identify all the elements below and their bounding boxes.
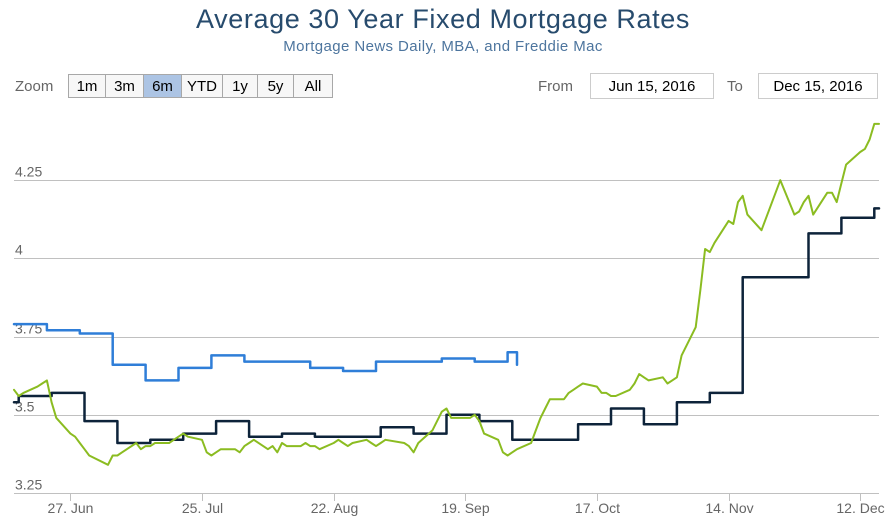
x-tick-label: 14. Nov xyxy=(705,500,753,516)
y-tick-label: 3.25 xyxy=(15,477,42,493)
x-tick-label: 27. Jun xyxy=(48,500,94,516)
series-line-2 xyxy=(12,207,881,445)
zoom-button-1y[interactable]: 1y xyxy=(222,74,258,98)
zoom-button-group: 1m 3m 6m YTD 1y 5y All xyxy=(68,74,333,98)
x-tick-label: 17. Oct xyxy=(575,500,620,516)
x-tick-label: 22. Aug xyxy=(311,500,359,516)
from-label: From xyxy=(538,78,573,95)
zoom-button-5y[interactable]: 5y xyxy=(257,74,294,98)
y-tick-label: 4.25 xyxy=(15,164,42,180)
zoom-label: Zoom xyxy=(15,78,54,95)
x-tick-label: 25. Jul xyxy=(182,500,223,516)
from-date-input[interactable]: Jun 15, 2016 xyxy=(590,73,714,99)
chart-subtitle: Mortgage News Daily, MBA, and Freddie Ma… xyxy=(283,38,603,55)
chart-title: Average 30 Year Fixed Mortgage Rates xyxy=(196,4,690,34)
zoom-button-ytd[interactable]: YTD xyxy=(181,74,223,98)
series-line-1 xyxy=(12,322,519,382)
to-label: To xyxy=(727,78,743,95)
series-line-3 xyxy=(13,122,880,466)
zoom-button-all[interactable]: All xyxy=(293,74,333,98)
y-tick-label: 4 xyxy=(15,242,23,258)
zoom-button-3m[interactable]: 3m xyxy=(105,74,144,98)
zoom-button-1m[interactable]: 1m xyxy=(68,74,106,98)
x-tick-label: 12. Dec xyxy=(836,500,884,516)
to-date-input[interactable]: Dec 15, 2016 xyxy=(758,73,878,99)
x-tick-label: 19. Sep xyxy=(441,500,489,516)
